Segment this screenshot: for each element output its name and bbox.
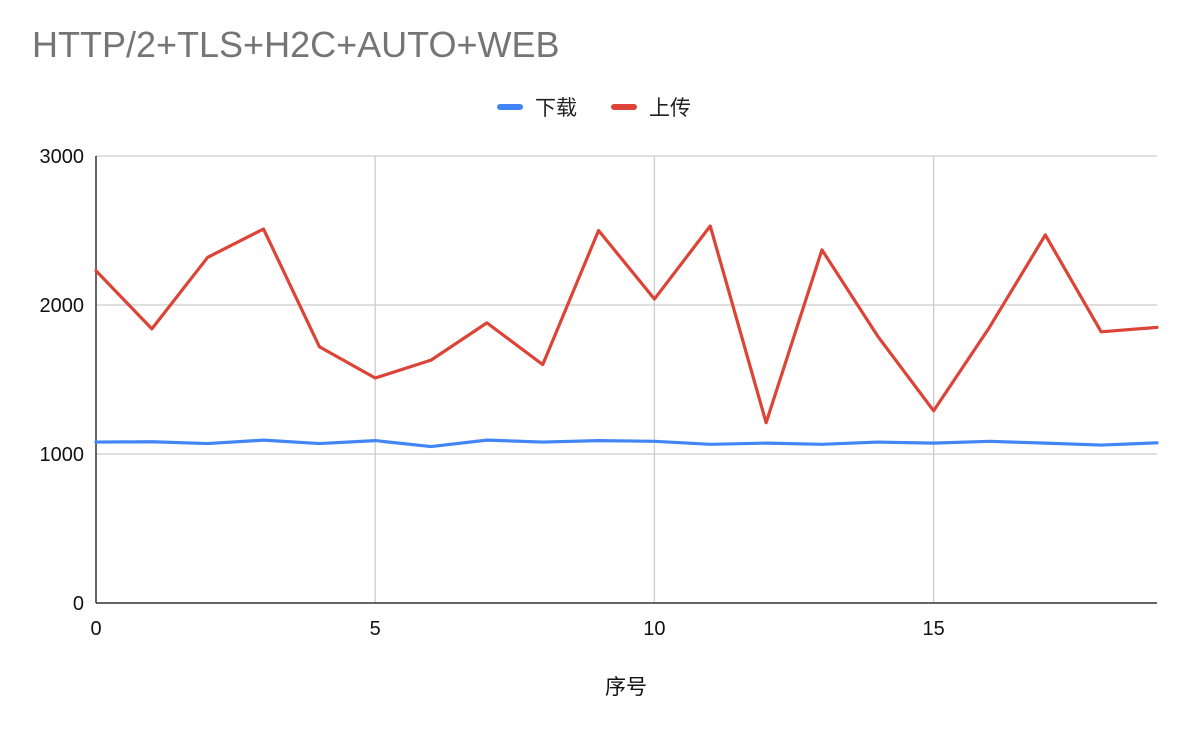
x-axis-title: 序号 [605,675,647,699]
legend-item-upload[interactable]: 上传 [611,92,691,122]
x-tick-label: 15 [923,618,945,640]
series-layer [94,224,1159,449]
grid-lines [96,155,1157,603]
legend-swatch-download [497,104,523,110]
legend-label-download: 下载 [535,96,577,120]
y-tick-label: 2000 [40,295,85,317]
y-tick-label: 0 [73,593,84,615]
x-tick-label: 5 [370,618,381,640]
tick-labels: 0 1000 2000 3000 0 5 10 15 [40,146,945,640]
y-tick-label: 1000 [40,444,85,466]
x-tick-label: 0 [90,618,101,640]
legend-label-upload: 上传 [649,96,691,120]
legend: 下载 上传 [0,92,1188,122]
y-tick-label: 3000 [40,146,85,168]
series-line-download[interactable] [94,438,1159,449]
series-line-upload[interactable] [94,224,1159,425]
legend-item-download[interactable]: 下载 [497,92,577,122]
legend-swatch-upload [611,104,637,110]
chart-title: HTTP/2+TLS+H2C+AUTO+WEB [32,24,560,65]
x-tick-label: 10 [643,618,665,640]
axes [95,156,1157,604]
